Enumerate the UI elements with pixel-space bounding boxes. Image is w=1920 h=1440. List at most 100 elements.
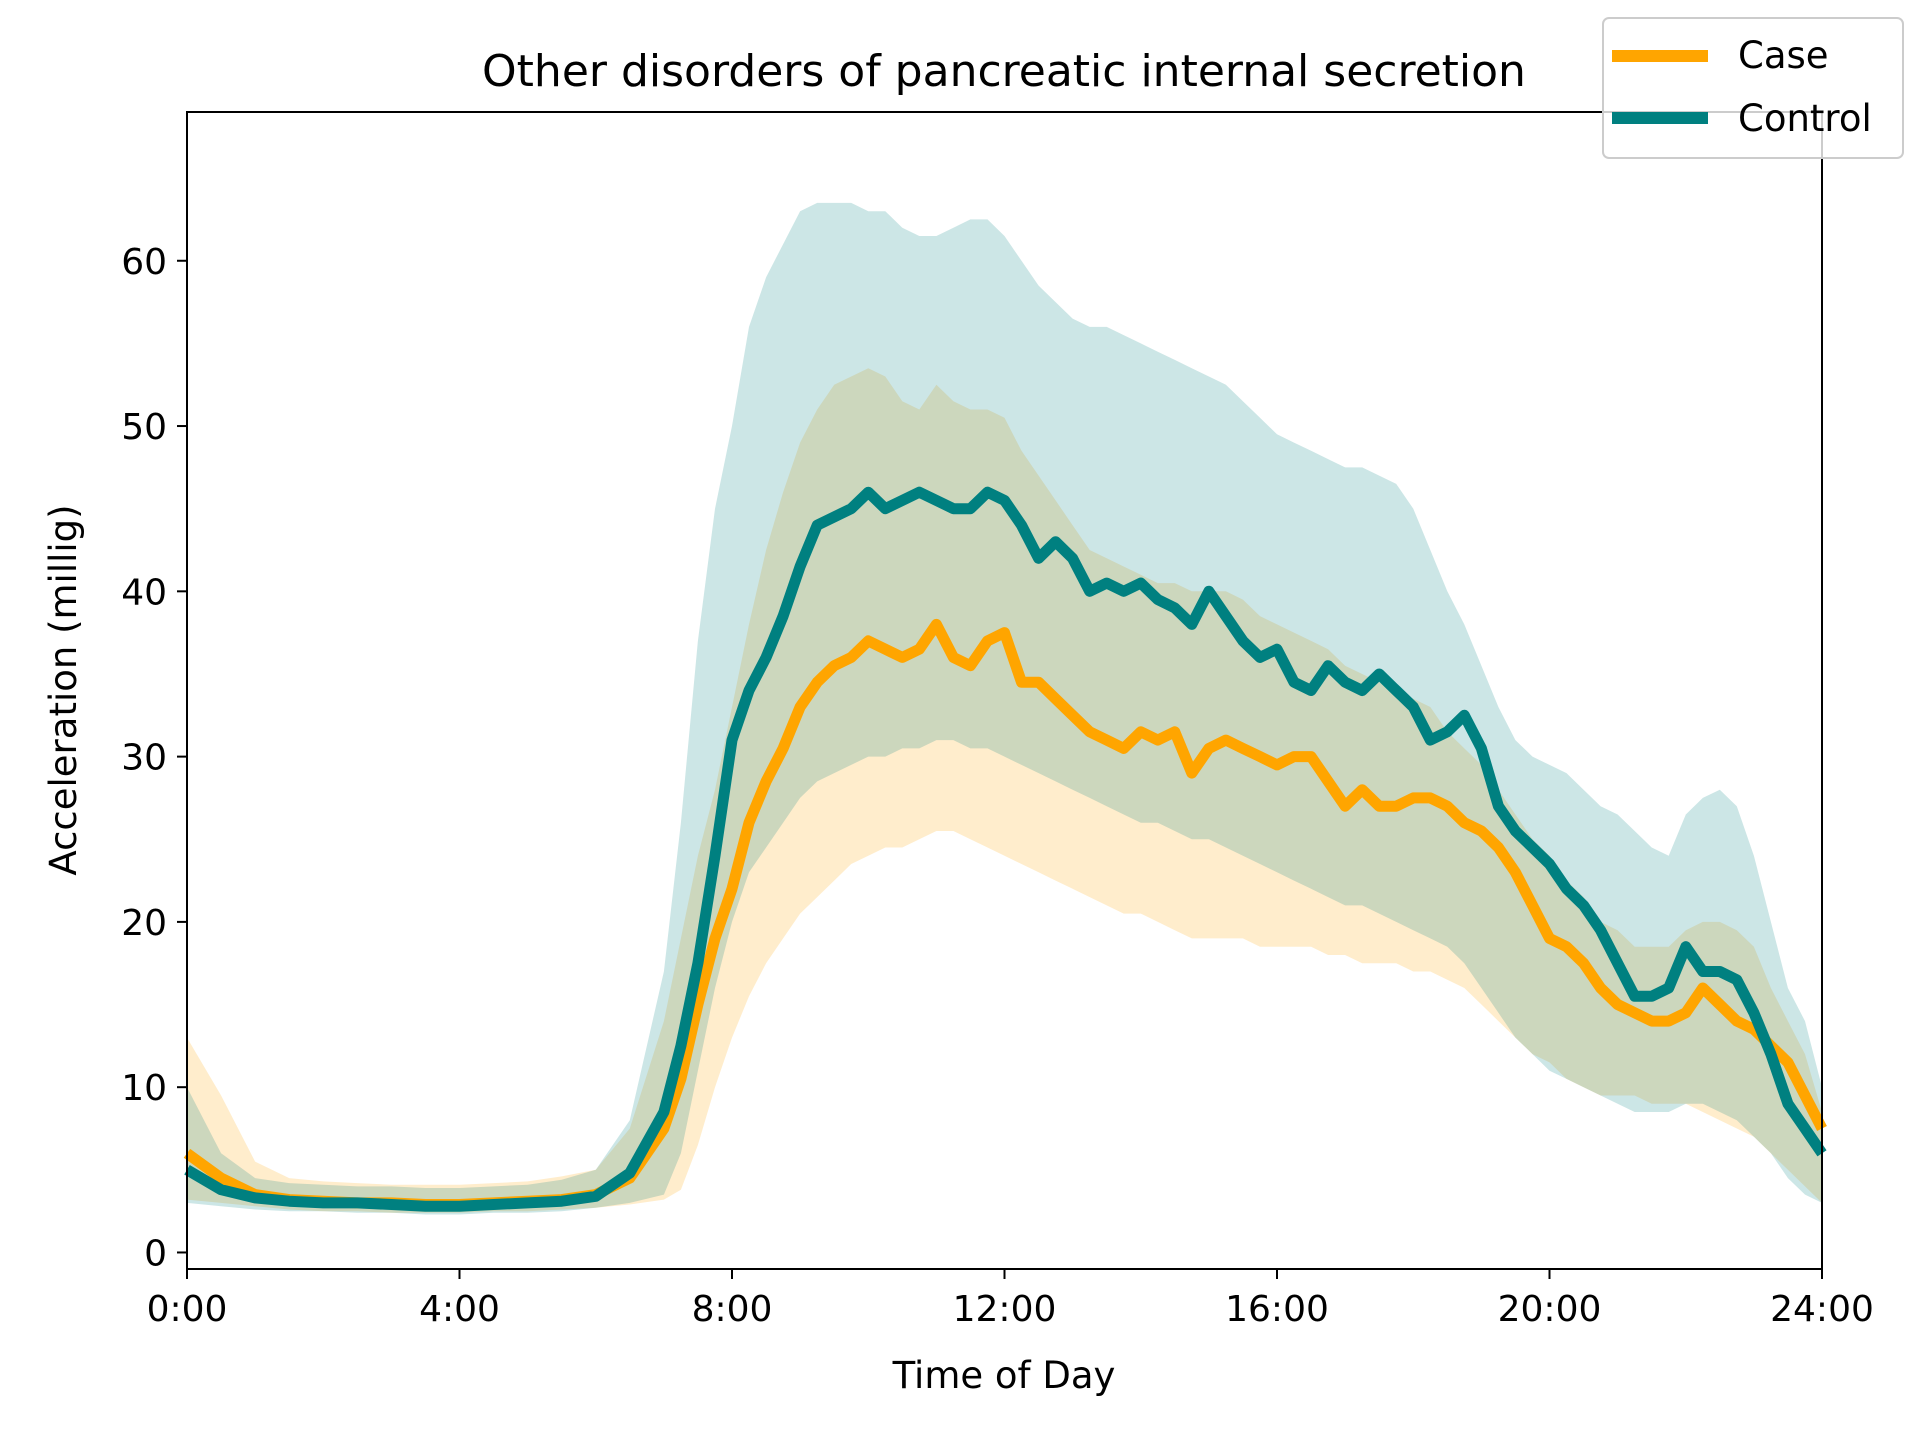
data-point-control (1463, 714, 1466, 717)
data-point-case (1804, 1094, 1806, 1097)
data-point-case (782, 747, 785, 750)
data-point-control (1565, 887, 1568, 890)
x-tick-label: 0:00 (147, 1289, 228, 1330)
data-point-case (799, 706, 802, 708)
data-point-control (867, 491, 870, 494)
y-tick-label: 50 (121, 407, 167, 448)
data-point-control (1105, 582, 1108, 585)
data-point-case (1361, 788, 1364, 791)
y-tick-label: 20 (121, 903, 167, 944)
data-point-control (1480, 747, 1483, 750)
data-point-case (1514, 871, 1517, 874)
data-point-control (1241, 639, 1244, 642)
data-point-case (1207, 747, 1210, 750)
data-point-control (935, 499, 938, 502)
data-point-control (986, 491, 989, 494)
data-point-control (782, 615, 785, 618)
data-point-control (1684, 945, 1687, 948)
data-point-control (628, 1172, 631, 1175)
data-point-control (1207, 590, 1210, 593)
data-point-case (867, 639, 870, 642)
legend-label-case: Case (1738, 34, 1829, 77)
data-point-control (1531, 846, 1534, 849)
data-point-case (1650, 1020, 1653, 1023)
x-axis-label: Time of Day (892, 1354, 1116, 1397)
data-point-control (850, 507, 853, 510)
data-point-control (679, 1044, 682, 1047)
data-point-case (1718, 1003, 1721, 1006)
x-tick-label: 20:00 (1498, 1289, 1602, 1330)
data-point-case (1156, 739, 1159, 742)
data-point-control (1752, 1011, 1755, 1014)
x-tick-label: 4:00 (419, 1289, 500, 1330)
data-point-control (1224, 615, 1227, 618)
data-point-control (1190, 623, 1193, 626)
data-point-case (1173, 730, 1176, 733)
data-point-control (1769, 1053, 1772, 1056)
y-tick-label: 10 (121, 1068, 167, 1109)
data-point-control (1054, 540, 1057, 543)
data-point-control (1599, 929, 1602, 932)
data-point-control (322, 1201, 325, 1204)
data-point-control (714, 854, 716, 857)
y-tick-label: 60 (121, 242, 167, 283)
data-point-control (1003, 499, 1006, 502)
data-point-control (748, 689, 750, 692)
data-point-control (696, 962, 699, 965)
data-point-control (662, 1111, 665, 1113)
data-point-control (1412, 706, 1415, 708)
data-point-case (850, 656, 853, 659)
data-point-control (220, 1188, 223, 1191)
data-point-case (1395, 805, 1398, 808)
data-point-case (1105, 739, 1108, 742)
data-point-control (1276, 648, 1278, 651)
data-point-case (1497, 846, 1500, 849)
data-point-control (1514, 830, 1517, 832)
data-point-case (1565, 945, 1568, 948)
data-point-case (1071, 714, 1074, 717)
data-point-case (1224, 739, 1227, 742)
data-point-control (1548, 863, 1551, 865)
data-point-case (1139, 730, 1142, 733)
data-point-control (1650, 995, 1653, 998)
data-point-control (424, 1205, 427, 1208)
data-point-control (1173, 606, 1176, 609)
data-point-control (1804, 1127, 1806, 1130)
data-point-case (1054, 697, 1057, 700)
data-point-case (1429, 796, 1432, 799)
data-point-control (1020, 524, 1023, 527)
data-point-control (1667, 987, 1670, 989)
data-point-case (1190, 772, 1193, 775)
data-point-control (1616, 962, 1619, 965)
data-point-control (594, 1195, 597, 1198)
data-point-control (1582, 904, 1585, 907)
data-point-case (1241, 747, 1244, 750)
data-point-case (1582, 962, 1585, 965)
data-point-control (1293, 681, 1295, 684)
data-point-control (1122, 590, 1125, 593)
data-point-case (1344, 805, 1347, 808)
data-point-case (1259, 755, 1261, 758)
data-point-case (1684, 1011, 1687, 1014)
data-point-case (969, 664, 972, 667)
data-point-case (1599, 987, 1602, 989)
data-point-case (1037, 681, 1040, 684)
data-point-case (714, 937, 716, 940)
data-point-case (1633, 1011, 1636, 1014)
data-point-case (1616, 1003, 1619, 1006)
data-point-case (1531, 904, 1534, 907)
data-point-case (833, 664, 836, 667)
data-point-case (1003, 631, 1006, 634)
data-point-case (1122, 747, 1125, 750)
data-point-case (696, 1003, 699, 1006)
data-point-case (748, 821, 750, 824)
data-point-case (731, 887, 733, 890)
band-case (187, 368, 1822, 1213)
data-point-case (1752, 1028, 1755, 1031)
data-point-case (679, 1077, 682, 1080)
data-point-control (1701, 970, 1704, 973)
data-point-case (901, 656, 904, 659)
data-point-control (952, 507, 955, 510)
data-point-case (662, 1127, 665, 1130)
